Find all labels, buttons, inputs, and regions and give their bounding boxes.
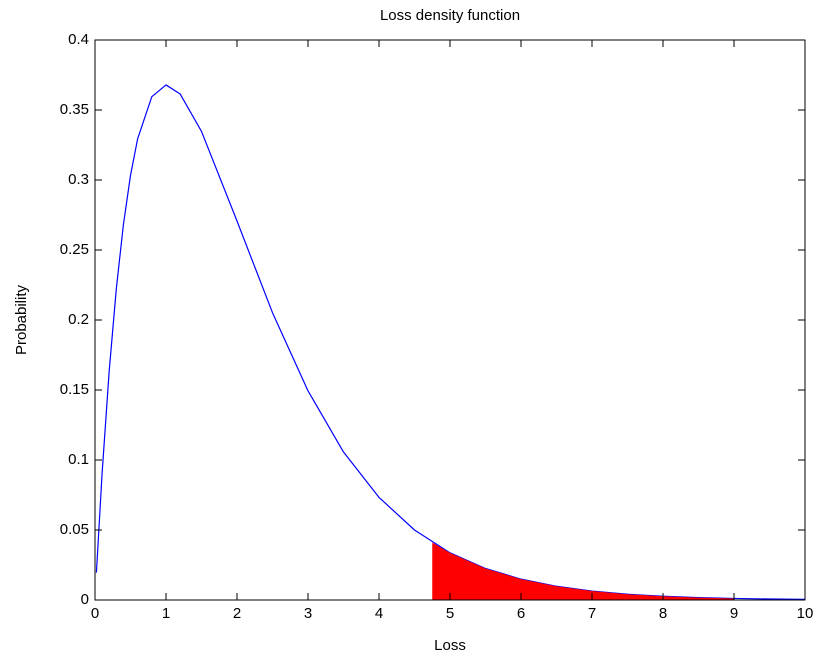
y-tick-label: 0.2 xyxy=(68,311,89,328)
x-axis-label: Loss xyxy=(434,637,466,654)
x-tick-label: 1 xyxy=(162,605,170,622)
area xyxy=(432,542,734,600)
x-tick-label: 2 xyxy=(233,605,241,622)
x-tick-label: 4 xyxy=(375,605,383,622)
chart-title: Loss density function xyxy=(380,7,520,24)
x-tick-label: 5 xyxy=(446,605,454,622)
y-tick-label: 0.1 xyxy=(68,451,89,468)
x-tick-label: 8 xyxy=(659,605,667,622)
y-tick-label: 0.25 xyxy=(60,241,89,258)
x-tick-label: 6 xyxy=(517,605,525,622)
y-tick-label: 0 xyxy=(81,591,89,608)
y-tick-label: 0.4 xyxy=(68,31,89,48)
x-tick-label: 3 xyxy=(304,605,312,622)
x-tick-label: 0 xyxy=(91,605,99,622)
x-tick-label: 10 xyxy=(797,605,814,622)
x-tick-label: 7 xyxy=(588,605,596,622)
x-tick-label: 9 xyxy=(730,605,738,622)
y-tick-label: 0.05 xyxy=(60,521,89,538)
y-axis-label: Probability xyxy=(13,284,30,355)
y-tick-label: 0.3 xyxy=(68,171,89,188)
y-tick-label: 0.35 xyxy=(60,101,89,118)
y-tick-label: 0.15 xyxy=(60,381,89,398)
